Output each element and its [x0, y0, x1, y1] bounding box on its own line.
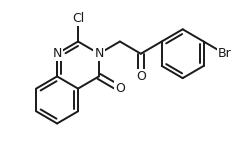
Text: Cl: Cl — [72, 12, 84, 25]
Text: Br: Br — [218, 47, 231, 60]
Text: N: N — [94, 47, 104, 60]
Text: N: N — [52, 47, 62, 60]
Text: O: O — [136, 70, 146, 83]
Text: O: O — [115, 82, 125, 95]
